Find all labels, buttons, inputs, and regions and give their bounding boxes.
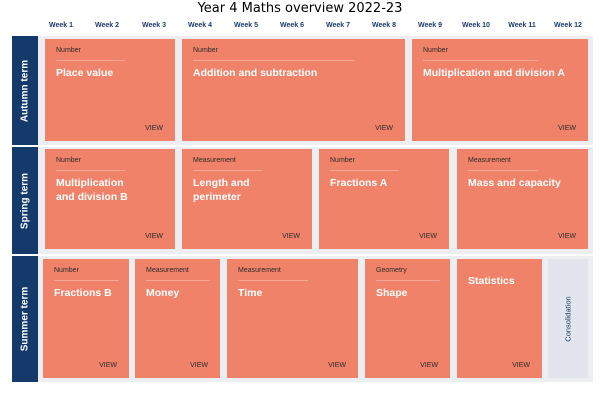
unit-card-length-perimeter[interactable]: Measurement Length and perimeter VIEW [182, 149, 312, 249]
unit-card-money[interactable]: Measurement Money VIEW [135, 259, 220, 378]
term-label: Spring term [19, 172, 31, 229]
term-label: Autumn term [19, 59, 31, 122]
card-title: Statistics [468, 275, 515, 287]
card-title: Multiplication and division B [56, 177, 128, 203]
view-link[interactable]: VIEW [558, 233, 576, 240]
card-category: Number [330, 157, 355, 164]
view-link[interactable]: VIEW [99, 362, 117, 369]
card-title: Addition and subtraction [193, 67, 318, 79]
view-link[interactable]: VIEW [512, 362, 530, 369]
unit-card-mass-capacity[interactable]: Measurement Mass and capacity VIEW [457, 149, 588, 249]
week-label: Week 9 [418, 22, 442, 29]
consolidation-label: Consolidation [563, 295, 573, 342]
consolidation-block: Consolidation [548, 259, 588, 378]
card-category: Measurement [238, 267, 281, 274]
week-label: Week 2 [95, 22, 119, 29]
view-link[interactable]: VIEW [145, 125, 163, 132]
week-label: Week 5 [234, 22, 258, 29]
card-title: Length and perimeter [193, 177, 250, 203]
card-category: Measurement [468, 157, 511, 164]
card-divider [330, 170, 399, 171]
card-category: Measurement [146, 267, 189, 274]
view-link[interactable]: VIEW [420, 362, 438, 369]
card-divider [56, 170, 125, 171]
spring-term-row: Spring term Number Multiplication and di… [12, 147, 593, 254]
unit-card-shape[interactable]: Geometry Shape VIEW [365, 259, 450, 378]
card-divider [423, 60, 538, 61]
card-title: Place value [56, 67, 114, 79]
unit-card-statistics[interactable]: Statistics VIEW [457, 259, 542, 378]
week-label: Week 3 [142, 22, 166, 29]
unit-card-addition-subtraction[interactable]: Number Addition and subtraction VIEW [182, 39, 405, 141]
summer-term-row: Summer term Number Fractions B VIEW Meas… [12, 256, 593, 382]
card-category: Geometry [376, 267, 407, 274]
card-divider [193, 60, 355, 61]
week-label: Week 1 [49, 22, 73, 29]
view-link[interactable]: VIEW [419, 233, 437, 240]
card-category: Number [56, 47, 81, 54]
week-header: Week 1 Week 2 Week 3 Week 4 Week 5 Week … [43, 22, 589, 34]
page-title: Year 4 Maths overview 2022-23 [197, 1, 403, 16]
unit-card-fractions-b[interactable]: Number Fractions B VIEW [43, 259, 129, 378]
card-divider [56, 60, 125, 61]
card-category: Number [193, 47, 218, 54]
card-title: Money [146, 287, 180, 299]
view-link[interactable]: VIEW [282, 233, 300, 240]
week-label: Week 12 [554, 22, 582, 29]
card-title: Fractions A [330, 177, 388, 189]
unit-card-place-value[interactable]: Number Place value VIEW [45, 39, 175, 141]
card-title: Fractions B [54, 287, 112, 299]
card-title: Shape [376, 287, 408, 299]
week-label: Week 7 [326, 22, 350, 29]
view-link[interactable]: VIEW [328, 362, 346, 369]
week-label: Week 10 [462, 22, 490, 29]
card-title: Multiplication and division A [423, 67, 565, 79]
unit-card-fractions-a[interactable]: Number Fractions A VIEW [319, 149, 449, 249]
card-divider [376, 280, 440, 281]
view-link[interactable]: VIEW [375, 125, 393, 132]
card-divider [468, 170, 538, 171]
view-link[interactable]: VIEW [190, 362, 208, 369]
card-category: Number [423, 47, 448, 54]
unit-card-time[interactable]: Measurement Time VIEW [227, 259, 358, 378]
card-title: Time [238, 287, 263, 299]
card-divider [146, 280, 210, 281]
term-label: Summer term [19, 286, 31, 352]
card-divider [193, 170, 262, 171]
week-label: Week 8 [372, 22, 396, 29]
view-link[interactable]: VIEW [145, 233, 163, 240]
week-label: Week 4 [188, 22, 212, 29]
unit-card-multiplication-division-b[interactable]: Number Multiplication and division B VIE… [45, 149, 175, 249]
summer-term-bar: Summer term [12, 256, 38, 382]
week-label: Week 6 [280, 22, 304, 29]
unit-card-multiplication-division-a[interactable]: Number Multiplication and division A VIE… [412, 39, 588, 141]
autumn-term-row: Autumn term Number Place value VIEW Numb… [12, 36, 593, 145]
spring-term-bar: Spring term [12, 147, 38, 254]
card-category: Number [56, 157, 81, 164]
view-link[interactable]: VIEW [558, 125, 576, 132]
autumn-term-bar: Autumn term [12, 36, 38, 145]
card-title: Mass and capacity [468, 177, 561, 189]
card-category: Number [54, 267, 79, 274]
card-divider [54, 280, 119, 281]
week-label: Week 11 [508, 22, 536, 29]
card-category: Measurement [193, 157, 236, 164]
card-divider [238, 280, 308, 281]
